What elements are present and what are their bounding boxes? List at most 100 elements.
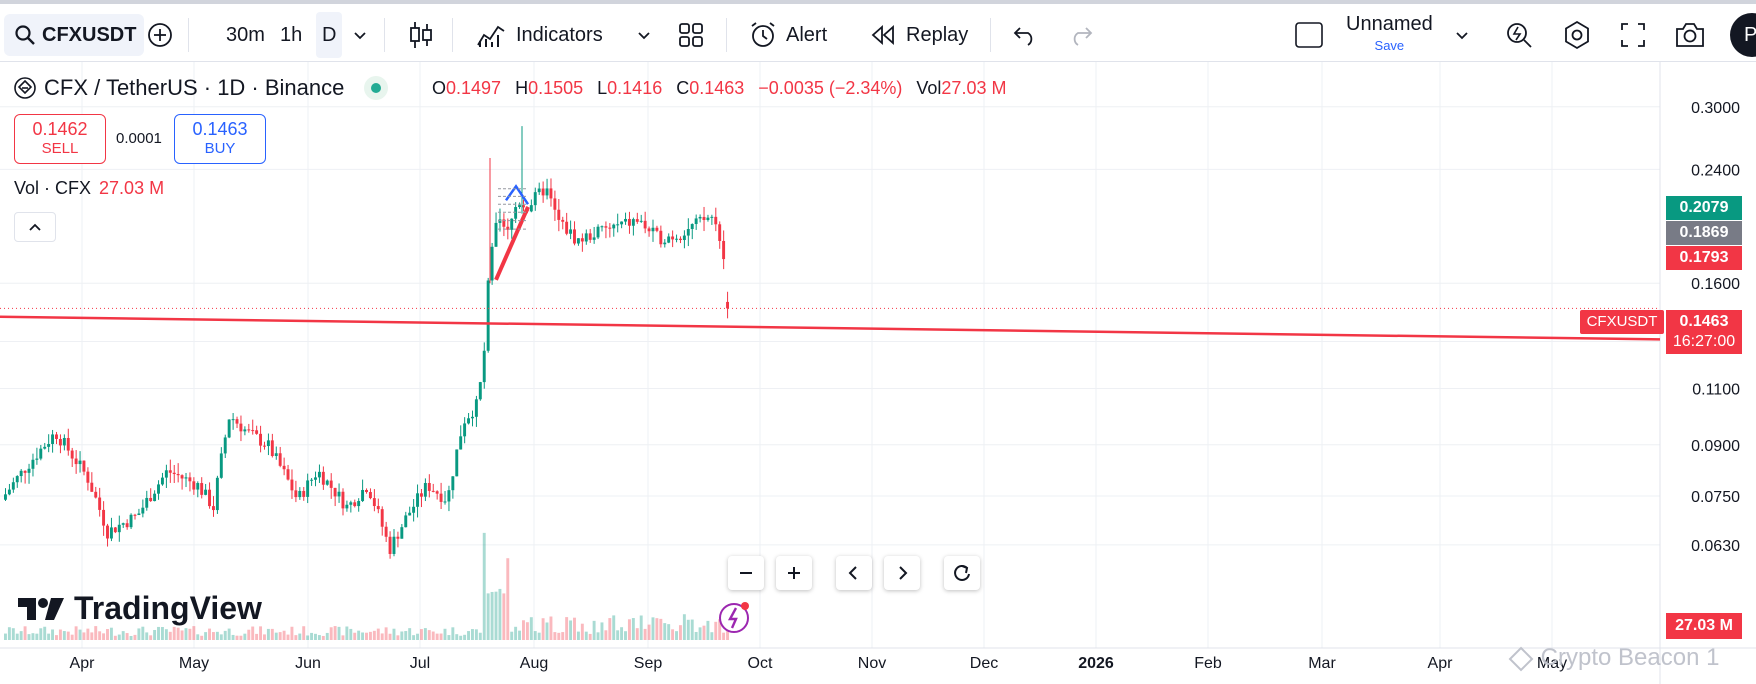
indicators-dropdown[interactable] <box>636 8 652 62</box>
candle-body <box>482 350 486 383</box>
volume-bar <box>74 626 78 640</box>
candle-body <box>592 237 596 240</box>
zoom-in-button[interactable] <box>776 556 812 590</box>
volume-bar <box>529 617 533 640</box>
volume-bar <box>576 631 580 640</box>
candle-body <box>227 419 231 438</box>
market-status-icon[interactable] <box>364 76 389 100</box>
volume-bar <box>270 628 274 640</box>
price-chart[interactable]: 0.30000.24000.16000.13000.11000.09000.07… <box>0 62 1756 684</box>
volume-bar <box>51 629 55 640</box>
candle-body <box>455 449 459 477</box>
candle-body <box>376 506 380 510</box>
price-tick-label: 0.0630 <box>1691 538 1740 555</box>
candle-body <box>686 229 690 236</box>
toolbar-divider <box>726 18 727 52</box>
volume-bar <box>7 627 11 640</box>
layout-name-button[interactable]: Unnamed Save <box>1346 8 1433 62</box>
candle-body <box>643 220 647 229</box>
candle-body <box>647 228 651 232</box>
candle-body <box>416 493 419 507</box>
volume-bar <box>35 633 39 640</box>
volume-bar <box>439 633 443 640</box>
candle-body <box>325 480 329 485</box>
candle-body <box>651 227 655 232</box>
chart-type-button[interactable] <box>408 8 434 62</box>
scroll-left-button[interactable] <box>836 556 872 590</box>
settings-button[interactable] <box>1562 8 1592 62</box>
indicators-button[interactable]: Indicators <box>476 8 603 62</box>
interval-d[interactable]: D <box>316 12 343 58</box>
candle-body <box>635 219 639 222</box>
save-link[interactable]: Save <box>1374 38 1405 53</box>
collapse-legend-button[interactable] <box>14 212 56 242</box>
volume-bar <box>70 634 74 640</box>
screenshot-button[interactable] <box>1674 8 1706 62</box>
candle-body <box>113 527 117 533</box>
layout-checkbox[interactable] <box>1294 8 1324 62</box>
candle-body <box>443 501 447 503</box>
candle-body <box>467 418 470 424</box>
volume-bar <box>408 628 412 640</box>
symbol-search-button[interactable]: CFXUSDT <box>4 14 144 56</box>
candle-body <box>321 471 325 485</box>
quick-search-button[interactable] <box>1504 8 1534 62</box>
tradingview-logo[interactable]: TradingView <box>18 590 262 627</box>
volume-bar <box>286 634 290 640</box>
volume-axis-label: 27.03 M <box>1666 613 1742 639</box>
volume-bar <box>314 633 317 640</box>
candle-body <box>259 433 263 446</box>
candle-body <box>682 235 686 241</box>
reset-chart-button[interactable] <box>944 556 980 590</box>
volume-bar <box>675 631 678 640</box>
volume-bar <box>55 635 58 640</box>
interval-1h[interactable]: 1h <box>280 23 303 46</box>
volume-bar <box>435 633 439 640</box>
candle-body <box>7 489 11 495</box>
candle-body <box>553 198 557 210</box>
volume-bar <box>624 631 627 640</box>
compare-symbol-button[interactable] <box>140 8 180 62</box>
flash-alert-icon[interactable] <box>718 600 752 639</box>
volume-bar <box>208 628 211 640</box>
avatar[interactable]: P <box>1730 13 1756 57</box>
replay-button[interactable]: Replay <box>870 8 968 62</box>
redo-button[interactable] <box>1068 8 1094 62</box>
volume-bar <box>43 626 47 640</box>
candle-body <box>219 453 223 478</box>
sell-button[interactable]: 0.1462 SELL <box>14 114 106 164</box>
change-value: −0.0035 (−2.34%) <box>758 78 903 98</box>
volume-bar <box>149 635 153 640</box>
volume-bar <box>196 634 200 640</box>
chart-area[interactable]: 0.30000.24000.16000.13000.11000.09000.07… <box>0 62 1756 684</box>
candle-body <box>710 216 714 218</box>
candle-body <box>192 481 196 490</box>
candle-body <box>286 469 290 480</box>
candle-body <box>698 216 702 219</box>
user-avatar[interactable]: P <box>1730 8 1756 62</box>
layouts-button[interactable] <box>678 8 704 62</box>
candle-body <box>522 205 525 208</box>
volume-bar <box>470 629 474 640</box>
undo-button[interactable] <box>1012 8 1038 62</box>
alert-label: Alert <box>786 23 828 46</box>
buy-button[interactable]: 0.1463 BUY <box>174 114 266 164</box>
candle-body <box>569 229 573 234</box>
layout-dropdown[interactable] <box>1454 8 1470 62</box>
volume-bar <box>192 626 196 640</box>
scroll-right-button[interactable] <box>884 556 920 590</box>
volume-bar <box>235 635 239 640</box>
alert-button[interactable]: Alert <box>748 8 827 62</box>
candle-body <box>306 480 310 497</box>
candle-body <box>549 188 553 199</box>
candle-body <box>43 446 47 449</box>
interval-dropdown[interactable] <box>352 8 368 62</box>
volume-bar <box>631 618 635 640</box>
vol-value: 27.03 M <box>941 78 1007 98</box>
volume-bar <box>102 633 106 640</box>
volume-bar <box>168 631 172 640</box>
fullscreen-button[interactable] <box>1620 8 1646 62</box>
interval-30m[interactable]: 30m <box>226 23 265 46</box>
volume-legend-value: 27.03 M <box>99 178 165 198</box>
zoom-out-button[interactable] <box>728 556 764 590</box>
